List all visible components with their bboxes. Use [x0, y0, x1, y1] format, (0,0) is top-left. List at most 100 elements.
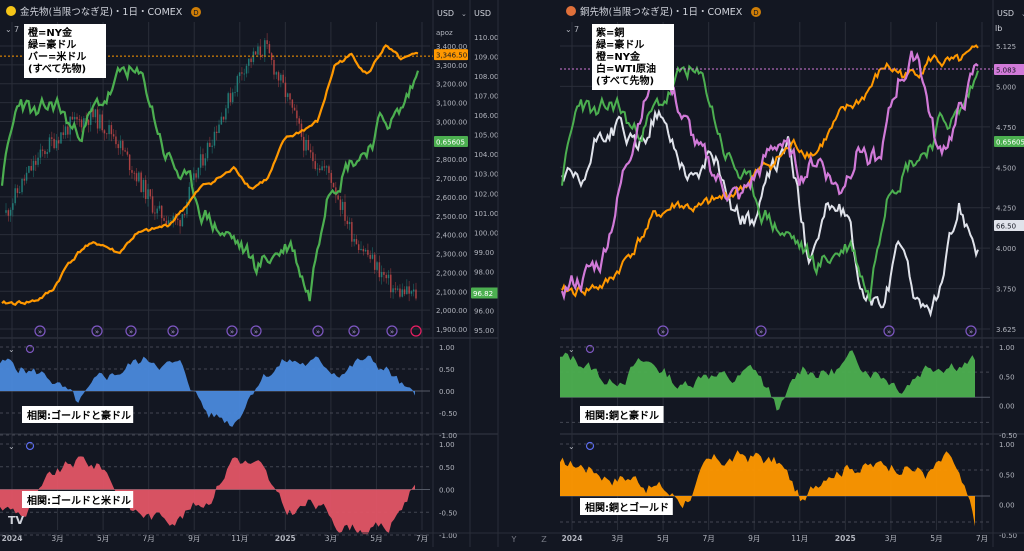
event-icon[interactable]: [250, 325, 262, 337]
usd-candle: [73, 116, 76, 120]
event-icon[interactable]: [348, 325, 360, 337]
indicator-count[interactable]: 7: [574, 25, 579, 34]
status-letter: D: [753, 9, 758, 17]
price-badge: [994, 220, 1024, 231]
usd-candle: [243, 73, 246, 75]
usd-candle: [213, 131, 216, 146]
lightning-icon[interactable]: [410, 325, 422, 337]
axis-unit[interactable]: USD: [997, 9, 1014, 18]
price-tick-label: 96.00: [474, 307, 494, 315]
usd-candle: [55, 140, 58, 149]
chevron-down-icon[interactable]: ⌄: [8, 442, 15, 451]
time-axis-label: 11月: [791, 534, 808, 543]
usd-candle: [291, 99, 294, 108]
usd-candle: [23, 178, 26, 181]
usd-candle: [247, 58, 250, 66]
chevron-down-icon[interactable]: ⌄: [1021, 10, 1024, 18]
corr-tick-label: 1.00: [999, 344, 1015, 352]
usd-candle: [396, 288, 399, 290]
usd-candle: [7, 210, 10, 216]
chevron-down-icon[interactable]: ⌄: [5, 25, 12, 34]
axis-unit[interactable]: USD: [437, 9, 454, 18]
usd-candle: [124, 150, 126, 152]
usd-candle: [355, 239, 358, 245]
event-icon[interactable]: [965, 325, 977, 337]
event-icon[interactable]: [226, 325, 238, 337]
event-icon[interactable]: [755, 325, 767, 337]
usd-candle: [362, 248, 365, 252]
chevron-down-icon[interactable]: ⌄: [8, 345, 15, 354]
oil-line: [561, 108, 979, 318]
usd-candle: [44, 150, 46, 155]
usd-candle: [312, 152, 314, 162]
event-icon[interactable]: [167, 325, 179, 337]
event-icon[interactable]: [91, 325, 103, 337]
usd-candle: [176, 218, 179, 221]
price-tick-label: 110.00: [474, 34, 499, 42]
usd-candle: [186, 201, 188, 215]
usd-candle: [392, 288, 394, 293]
usd-candle: [160, 205, 163, 219]
price-tick-label: 4.000: [996, 245, 1016, 253]
usd-candle: [346, 220, 349, 225]
data-status-icon[interactable]: [751, 7, 761, 17]
price-tick-label: 98.00: [474, 268, 494, 276]
data-status-icon[interactable]: [191, 7, 201, 17]
usd-candle: [367, 249, 369, 255]
event-icon[interactable]: [312, 325, 324, 337]
annotation-label: 相関:ゴールドと米ドル: [27, 494, 131, 507]
event-icon[interactable]: [386, 325, 398, 337]
usd-candle: [119, 140, 122, 149]
gold-line: [1, 44, 419, 307]
usd-candle: [385, 274, 388, 279]
usd-candle: [259, 46, 262, 56]
chevron-down-icon[interactable]: ⌄: [568, 345, 575, 354]
axis-button-y[interactable]: Y: [511, 535, 517, 544]
price-badge-text: 5.083: [996, 67, 1016, 75]
event-icon-glyph: »: [661, 328, 665, 336]
settings-icon[interactable]: [585, 344, 595, 354]
event-icon[interactable]: [657, 325, 669, 337]
usd-candle: [57, 140, 60, 144]
usd-candle: [138, 172, 140, 182]
usd-candle: [156, 208, 158, 214]
price-tick-label: 4.250: [996, 205, 1016, 213]
time-axis-label: 5月: [657, 534, 669, 543]
chevron-down-icon[interactable]: ⌄: [565, 25, 572, 34]
annotation-box: [580, 406, 664, 423]
settings-icon[interactable]: [25, 344, 35, 354]
usd-candle: [286, 93, 289, 98]
usd-candle: [296, 110, 298, 119]
event-icon[interactable]: [34, 325, 46, 337]
usd-candle: [126, 151, 129, 155]
axis-unit[interactable]: USD: [474, 9, 491, 18]
price-tick-label: 108.00: [474, 73, 499, 81]
usd-candle: [99, 114, 101, 129]
time-axis-label: 5月: [930, 534, 942, 543]
event-icon[interactable]: [883, 325, 895, 337]
usd-candle: [284, 82, 287, 98]
price-tick-label: 107.00: [474, 93, 499, 101]
usd-candle: [234, 91, 236, 93]
chevron-down-icon[interactable]: ⌄: [461, 10, 467, 18]
settings-icon[interactable]: [25, 441, 35, 451]
usd-candle: [222, 116, 225, 120]
usd-candle: [238, 72, 241, 77]
price-badge-text: 3,346.50: [436, 52, 467, 60]
indicator-count[interactable]: 7: [14, 25, 19, 34]
usd-candle: [314, 161, 317, 169]
legend-entry: 橙=NY金: [28, 26, 73, 39]
usd-candle: [12, 203, 14, 210]
usd-candle: [209, 142, 211, 147]
legend-entry: (すべて先物): [596, 74, 654, 87]
legend-entry: 橙=NY金: [596, 50, 641, 63]
usd-candle: [154, 212, 156, 214]
usd-candle: [16, 188, 19, 193]
event-icon[interactable]: [125, 325, 137, 337]
axis-unit-secondary[interactable]: lb: [995, 24, 1002, 33]
usd-candle: [37, 157, 39, 165]
usd-candle: [115, 136, 117, 145]
settings-icon[interactable]: [585, 441, 595, 451]
axis-button-z[interactable]: Z: [541, 535, 547, 544]
chevron-down-icon[interactable]: ⌄: [568, 442, 575, 451]
